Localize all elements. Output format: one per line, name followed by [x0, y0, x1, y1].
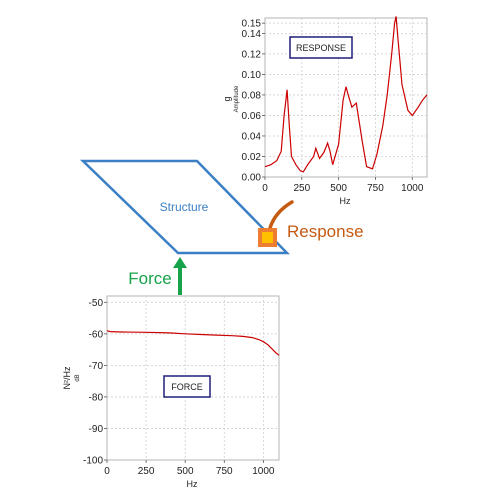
response-y-tick-label: 0.08: [242, 90, 262, 101]
response-label-box: [289, 36, 353, 59]
response-y-tick-label: 0.12: [242, 49, 262, 60]
response-x-ticks: 0 250 500 750 1000: [262, 177, 424, 194]
force-x-tick-label: 250: [138, 466, 155, 477]
response-y-axis-label: g: [222, 96, 232, 101]
force-y-ticks: -50 -60 -70 -80 -90 -100: [83, 298, 107, 467]
force-y-axis-sublabel: dB: [75, 374, 81, 381]
force-x-tick-label: 750: [216, 466, 233, 477]
force-plot-area: [106, 295, 280, 461]
force-series-line: [106, 330, 280, 356]
response-y-tick-label: 0.02: [242, 152, 262, 163]
response-y-tick-label: 0.04: [242, 131, 262, 142]
response-chart: 0.00 0.02 0.04 0.06 0.08 0.10 0.12 0.140.15 0 25…: [222, 16, 428, 206]
response-y-ticks: 0.00 0.02 0.04 0.06 0.08 0.10 0.12 0.140.15: [242, 19, 265, 184]
response-connector-curve: [268, 200, 294, 230]
response-label-box-text: RESPONSE: [296, 43, 346, 53]
force-arrow: [173, 257, 187, 295]
force-x-axis-label: Hz: [187, 479, 198, 489]
force-x-tick-label: 1000: [252, 466, 275, 477]
response-x-tick-label: 500: [330, 183, 347, 194]
force-label-box: [163, 375, 211, 398]
response-x-tick-label: 750: [367, 183, 384, 194]
response-y-tick-label: 0.15: [242, 19, 262, 30]
force-y-axis-label: N²/Hz: [62, 366, 72, 389]
response-y-tick-label: 0.10: [242, 70, 262, 81]
response-x-tick-label: 0: [262, 183, 268, 194]
force-y-tick-label: -50: [89, 298, 104, 309]
response-y-tick-label: 0.06: [242, 111, 262, 122]
response-label: Response: [287, 222, 364, 241]
force-label: Force: [128, 269, 171, 288]
force-y-tick-label: -100: [83, 456, 103, 467]
force-chart: -50 -60 -70 -80 -90 -100 0 250 500 750 1000 FORCE…: [62, 295, 280, 489]
response-series-line: [264, 16, 428, 173]
response-sensor-core: [262, 232, 273, 243]
response-y-tick-label: 0.14: [242, 29, 262, 40]
response-x-axis-label: Hz: [340, 196, 351, 206]
structure-label: Structure: [160, 200, 209, 214]
response-y-axis-sublabel: Amplitude: [234, 85, 240, 112]
force-y-tick-label: -90: [89, 424, 104, 435]
force-y-tick-label: -60: [89, 329, 104, 340]
force-x-tick-label: 0: [104, 466, 110, 477]
force-x-tick-label: 500: [177, 466, 194, 477]
response-x-tick-label: 250: [293, 183, 310, 194]
force-y-tick-label: -70: [89, 361, 104, 372]
structure-parallelogram: [79, 159, 290, 255]
response-x-tick-label: 1000: [401, 183, 424, 194]
response-y-tick-label: 0.00: [242, 173, 262, 184]
force-y-tick-label: -80: [89, 392, 104, 403]
force-x-ticks: 0 250 500 750 1000: [104, 460, 275, 477]
force-label-box-text: FORCE: [171, 382, 203, 392]
